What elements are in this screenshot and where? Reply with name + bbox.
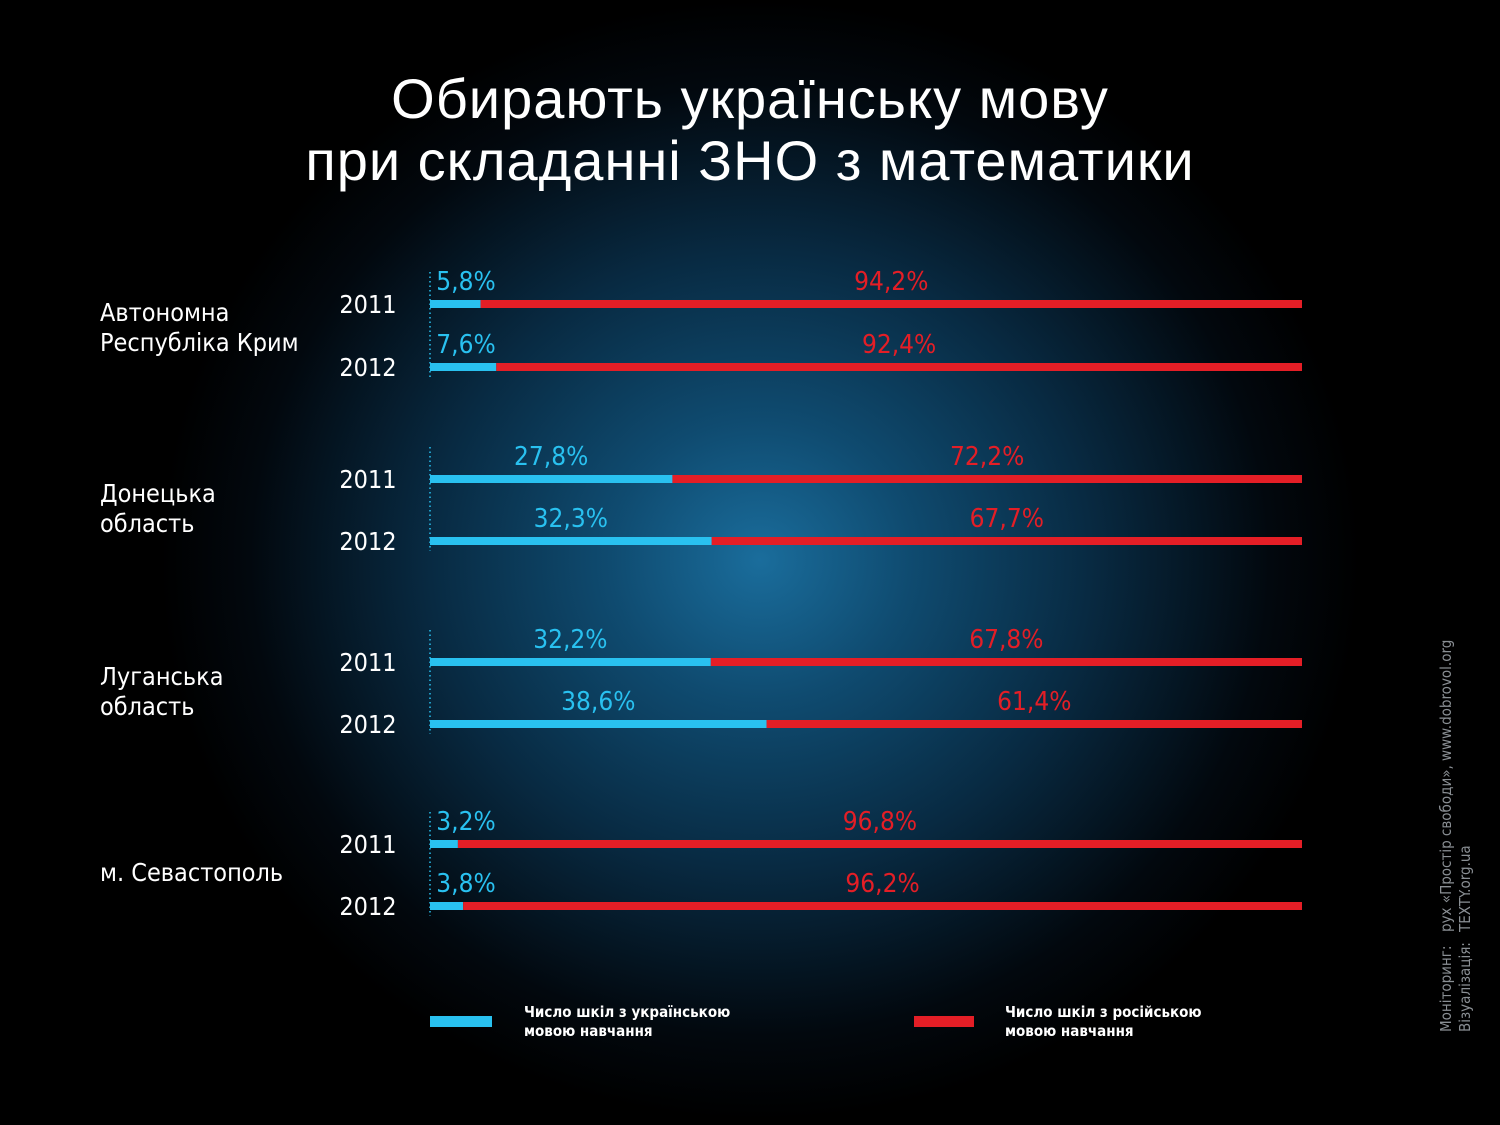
credits-monitoring: Моніторинг: рух «Простір свободи», www.d… (1437, 640, 1456, 1032)
bar-russian (457, 840, 1302, 848)
value-label-russian: 61,4% (997, 687, 1071, 717)
legend-swatch-ukrainian (430, 1016, 492, 1027)
value-label-ukrainian: 32,2% (533, 625, 607, 655)
region-label-2: Донецька область (100, 479, 216, 539)
year-label: 2011 (339, 830, 396, 859)
bar-ukrainian (430, 658, 711, 666)
legend-label-russian: Число шкіл з російською мовою навчання (1005, 1003, 1202, 1040)
value-label-russian: 67,7% (970, 504, 1044, 534)
region-label-3: Луганська область (100, 662, 224, 722)
bar-russian (711, 537, 1302, 545)
region-label-1: Автономна Республіка Крим (100, 298, 299, 358)
region-label-line: Донецька (100, 479, 216, 508)
year-label: 2011 (339, 465, 396, 494)
value-label-ukrainian: 38,6% (561, 687, 635, 717)
value-label-ukrainian: 7,6% (436, 330, 495, 360)
year-label: 2011 (339, 290, 396, 319)
chart-title-line-1: Обирають українську мову (391, 67, 1109, 130)
bar-ukrainian (430, 363, 497, 371)
credits: Моніторинг: рух «Простір свободи», www.d… (1437, 640, 1475, 1032)
bar-russian (710, 658, 1302, 666)
legend-label-ukrainian: Число шкіл з українською мовою навчання (524, 1003, 731, 1040)
region-label-line: область (100, 509, 195, 538)
value-label-ukrainian: 27,8% (514, 442, 588, 472)
bar-ukrainian (430, 720, 767, 728)
region-label-line: область (100, 692, 195, 721)
bar-russian (463, 902, 1302, 910)
value-label-russian: 72,2% (950, 442, 1024, 472)
region-label-line: Автономна (100, 298, 230, 327)
credits-monitoring-key: Моніторинг: (1437, 945, 1455, 1032)
year-label: 2011 (339, 648, 396, 677)
bar-russian (480, 300, 1302, 308)
chart-title-line-2: при складанні ЗНО з математики (305, 129, 1195, 192)
year-label: 2012 (339, 710, 396, 739)
value-label-russian: 92,4% (862, 330, 936, 360)
value-label-ukrainian: 32,3% (534, 504, 608, 534)
year-label: 2012 (339, 527, 396, 556)
credits-monitoring-value: рух «Простір свободи», www.dobrovol.org (1437, 639, 1455, 932)
bar-ukrainian (430, 537, 712, 545)
value-label-ukrainian: 3,2% (436, 807, 495, 837)
bar-ukrainian (430, 902, 464, 910)
region-label-line: м. Севастополь (100, 858, 284, 887)
credits-visualization-key: Візуалізація: (1456, 942, 1474, 1032)
bar-ukrainian (430, 475, 673, 483)
value-label-russian: 96,8% (843, 807, 917, 837)
year-label: 2012 (339, 353, 396, 382)
year-label: 2012 (339, 892, 396, 921)
bar-russian (672, 475, 1302, 483)
value-label-russian: 94,2% (854, 267, 928, 297)
bar-russian (496, 363, 1303, 371)
credits-visualization-value: TEXTY.org.ua (1456, 845, 1474, 932)
bar-ukrainian (430, 840, 458, 848)
credits-visualization: Візуалізація: TEXTY.org.ua (1456, 640, 1475, 1032)
bar-russian (766, 720, 1302, 728)
region-label-line: Луганська (100, 662, 224, 691)
region-label-4: м. Севастополь (100, 858, 283, 888)
legend-swatch-russian (914, 1016, 974, 1027)
value-label-ukrainian: 5,8% (436, 267, 495, 297)
value-label-russian: 96,2% (845, 869, 919, 899)
region-label-line: Республіка Крим (100, 328, 299, 357)
chart-title: Обирають українську мову при складанні З… (0, 68, 1500, 192)
value-label-russian: 67,8% (969, 625, 1043, 655)
value-label-ukrainian: 3,8% (436, 869, 495, 899)
bar-ukrainian (430, 300, 481, 308)
